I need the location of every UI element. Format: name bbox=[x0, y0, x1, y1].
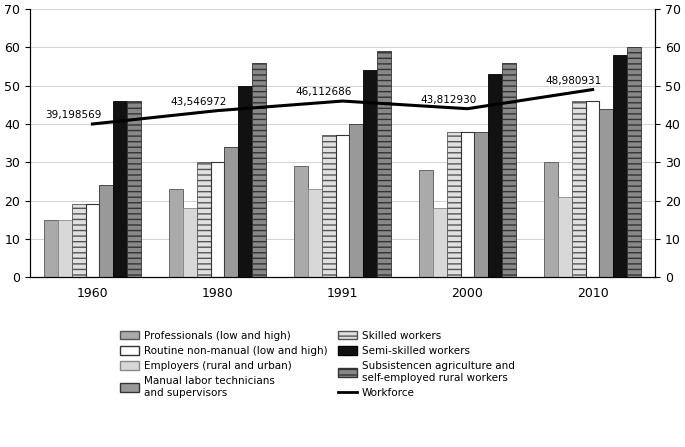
Text: 46,112686: 46,112686 bbox=[295, 87, 351, 97]
Bar bbox=[322, 135, 336, 277]
Bar bbox=[433, 208, 447, 277]
Bar bbox=[45, 220, 58, 277]
Bar bbox=[183, 208, 197, 277]
Bar bbox=[572, 101, 586, 277]
Bar bbox=[238, 86, 252, 277]
Bar bbox=[224, 147, 238, 277]
Bar bbox=[599, 109, 613, 277]
Text: 43,812930: 43,812930 bbox=[420, 95, 476, 105]
Bar bbox=[295, 166, 308, 277]
Text: 48,980931: 48,980931 bbox=[545, 76, 601, 86]
Bar bbox=[72, 204, 86, 277]
Bar bbox=[308, 189, 322, 277]
Bar bbox=[613, 55, 627, 277]
Bar bbox=[627, 47, 640, 277]
Bar bbox=[169, 189, 183, 277]
Bar bbox=[58, 220, 72, 277]
Bar bbox=[127, 101, 140, 277]
Bar bbox=[349, 124, 363, 277]
Bar bbox=[419, 170, 433, 277]
Text: 39,198569: 39,198569 bbox=[45, 110, 101, 120]
Bar bbox=[475, 132, 488, 277]
Bar bbox=[377, 51, 390, 277]
Bar bbox=[447, 132, 461, 277]
Legend: Professionals (low and high), Routine non-manual (low and high), Employers (rura: Professionals (low and high), Routine no… bbox=[120, 331, 515, 398]
Bar bbox=[197, 162, 210, 277]
Bar bbox=[363, 71, 377, 277]
Bar bbox=[86, 204, 99, 277]
Bar bbox=[252, 63, 266, 277]
Bar bbox=[488, 74, 502, 277]
Bar bbox=[336, 135, 349, 277]
Bar bbox=[113, 101, 127, 277]
Bar bbox=[558, 197, 572, 277]
Text: 43,546972: 43,546972 bbox=[170, 97, 226, 107]
Bar bbox=[586, 101, 599, 277]
Bar bbox=[99, 185, 113, 277]
Bar bbox=[210, 162, 224, 277]
Bar bbox=[545, 162, 558, 277]
Bar bbox=[461, 132, 475, 277]
Bar bbox=[502, 63, 516, 277]
